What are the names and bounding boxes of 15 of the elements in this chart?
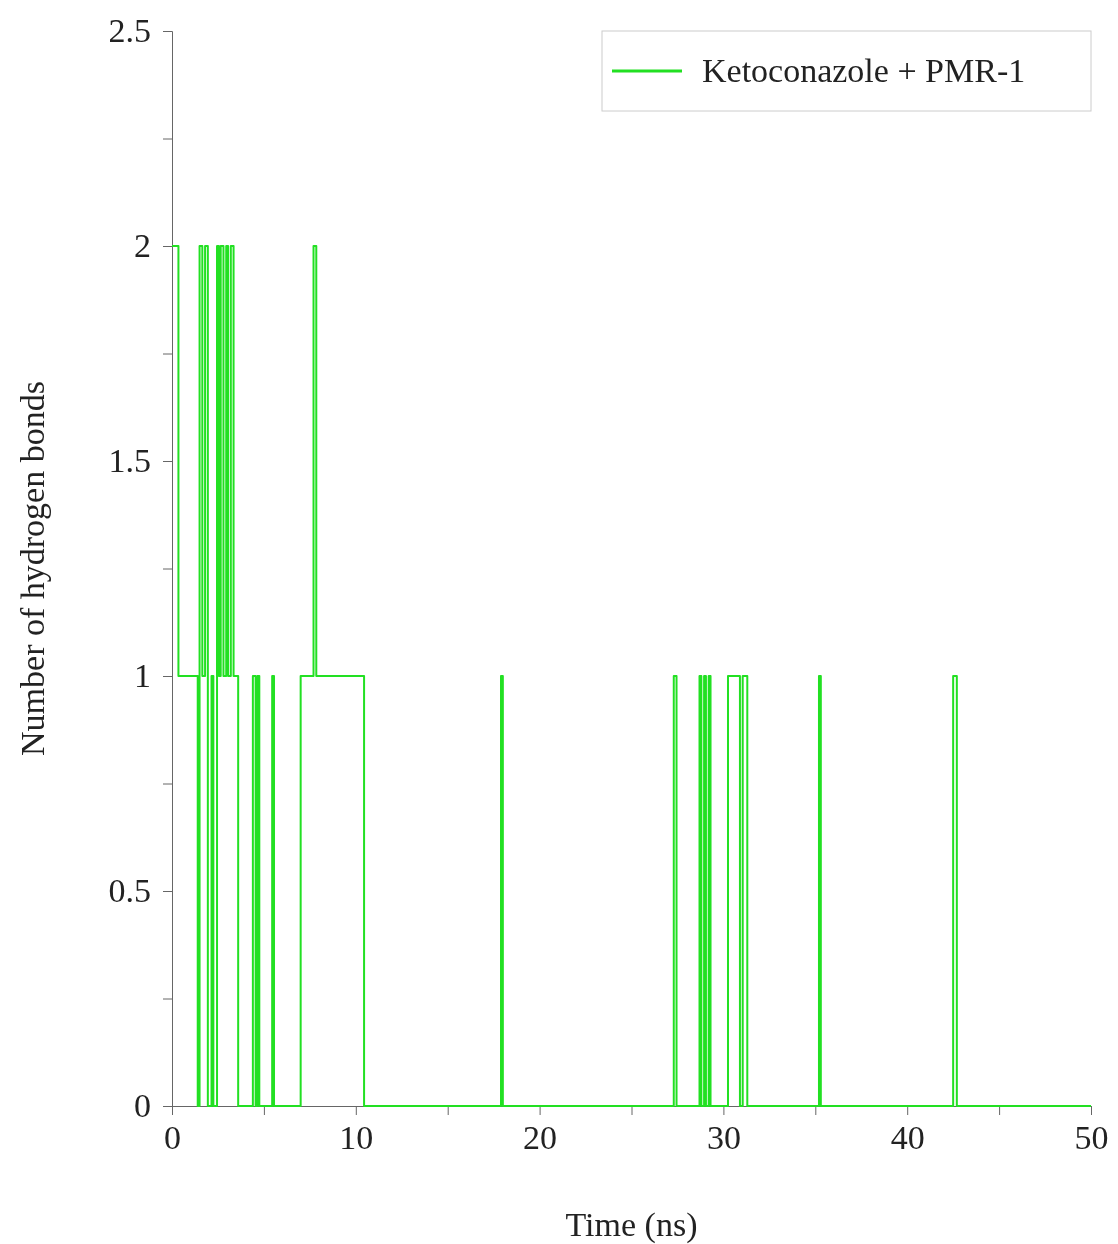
x-tick-label: 50 bbox=[1074, 1119, 1109, 1157]
y-axis-title: Number of hydrogen bonds bbox=[14, 381, 51, 756]
x-tick-label: 10 bbox=[339, 1119, 374, 1157]
y-tick-label: 0.5 bbox=[108, 872, 151, 910]
y-tick-label: 0 bbox=[134, 1087, 151, 1125]
y-tick-label: 2 bbox=[134, 227, 151, 265]
x-tick-label: 30 bbox=[706, 1119, 741, 1157]
y-tick-label: 1 bbox=[134, 657, 151, 695]
x-axis-title: Time (ns) bbox=[565, 1206, 698, 1244]
x-tick-label: 20 bbox=[523, 1119, 558, 1157]
y-tick-label: 1.5 bbox=[108, 442, 151, 480]
y-tick-label: 2.5 bbox=[108, 12, 151, 50]
x-tick-label: 0 bbox=[164, 1119, 181, 1157]
x-tick-label: 40 bbox=[890, 1119, 925, 1157]
legend-label: Ketoconazole + PMR-1 bbox=[702, 52, 1026, 89]
